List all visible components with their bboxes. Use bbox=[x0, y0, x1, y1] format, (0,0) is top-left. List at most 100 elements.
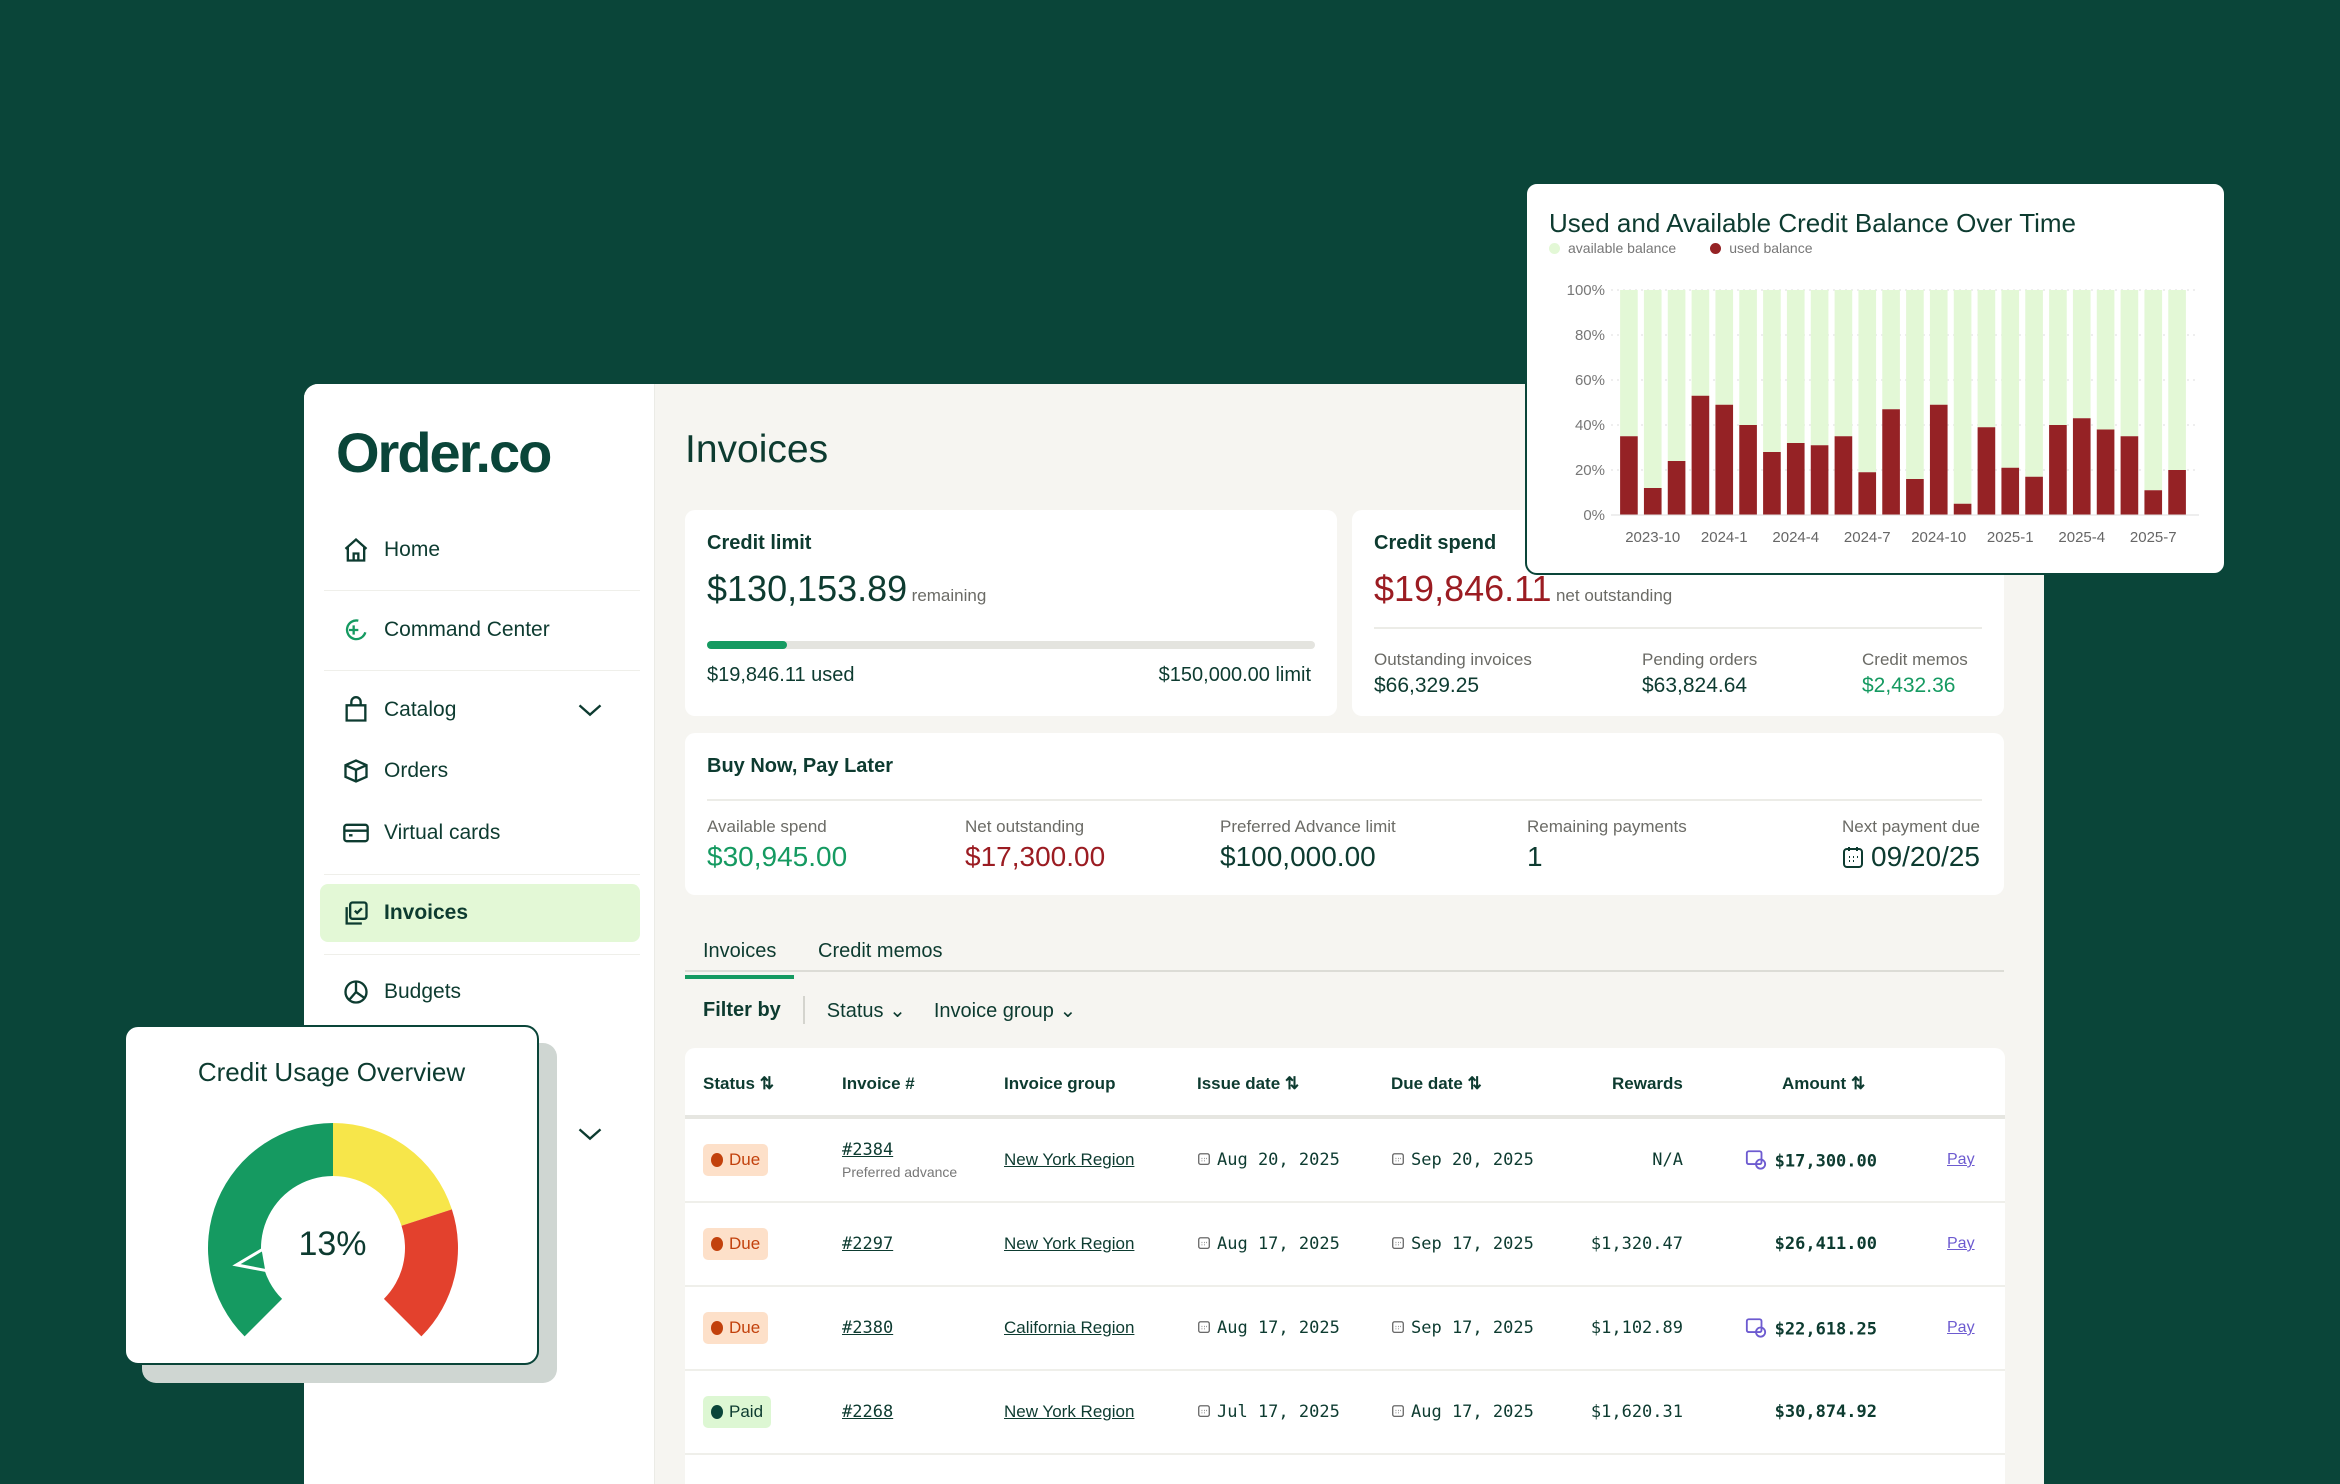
tab-invoices[interactable]: Invoices bbox=[685, 940, 795, 979]
credit-usage-bar bbox=[707, 641, 1315, 649]
pay-link[interactable]: Pay bbox=[1947, 1319, 1975, 1336]
invoice-group-link[interactable]: New York Region bbox=[1004, 1150, 1135, 1169]
credit-limit-card: Credit limit $130,153.89 remaining $19,8… bbox=[685, 510, 1337, 716]
bag-icon bbox=[345, 696, 367, 722]
sidebar-item-budgets[interactable]: Budgets bbox=[320, 963, 640, 1021]
bar-available-2024-11 bbox=[1953, 290, 1972, 504]
pay-link[interactable]: Pay bbox=[1947, 1235, 1975, 1252]
divider bbox=[802, 996, 805, 1024]
tab-credit-memos[interactable]: Credit memos bbox=[818, 940, 943, 962]
x-tick-label: 2025-1 bbox=[1987, 529, 2034, 546]
chevron-down-icon[interactable] bbox=[576, 1120, 604, 1148]
sidebar-item-invoices[interactable]: Invoices bbox=[320, 884, 640, 942]
sidebar-item-orders[interactable]: Orders bbox=[320, 742, 640, 800]
column-header-due-date[interactable]: Due date ⇅ bbox=[1391, 1074, 1482, 1093]
invoice-link[interactable]: #2380 bbox=[842, 1318, 894, 1338]
invoice-group-link[interactable]: New York Region bbox=[1004, 1234, 1135, 1253]
bar-used-2023-9 bbox=[1620, 436, 1638, 515]
bar-used-2024-3 bbox=[1763, 452, 1781, 515]
remaining-label: remaining bbox=[911, 586, 987, 605]
invoice-group-link[interactable]: California Region bbox=[1004, 1318, 1135, 1337]
bar-used-2025-3 bbox=[2049, 425, 2067, 515]
invoice-group-link[interactable]: New York Region bbox=[1004, 1402, 1135, 1421]
bar-used-2024-5 bbox=[1810, 445, 1829, 515]
sidebar-item-command-center[interactable]: Command Center bbox=[320, 601, 640, 659]
bar-used-2024-1 bbox=[1715, 404, 1734, 515]
bar-used-2024-10 bbox=[1929, 404, 1948, 515]
bar-available-2023-10 bbox=[1643, 290, 1662, 488]
sort-icon[interactable]: ⇅ bbox=[1850, 1074, 1866, 1093]
due-date: Sep 17, 2025 bbox=[1391, 1318, 1534, 1338]
invoice-link[interactable]: #2297 bbox=[842, 1234, 894, 1254]
invoice-link[interactable]: #2384 bbox=[842, 1140, 894, 1160]
sidebar-item-label: Command Center bbox=[384, 618, 550, 641]
table-row[interactable]: Due #2384 Preferred advance New York Regi… bbox=[685, 1119, 2005, 1203]
bnpl-limit: Preferred Advance limit $100,000.00 bbox=[1220, 817, 1396, 873]
stat-label: Credit memos bbox=[1862, 650, 1968, 669]
sidebar-item-catalog[interactable]: Catalog bbox=[320, 681, 640, 739]
amount: $26,411.00 bbox=[1774, 1234, 1877, 1254]
divider bbox=[1374, 627, 1982, 629]
divider bbox=[707, 799, 1982, 801]
chart-title: Used and Available Credit Balance Over T… bbox=[1549, 208, 2077, 238]
sidebar-item-virtual-cards[interactable]: Virtual cards bbox=[320, 804, 640, 862]
rewards: $1,102.89 bbox=[1590, 1318, 1683, 1338]
sparkle-icon bbox=[345, 619, 367, 641]
chevron-down-icon: ⌄ bbox=[1059, 999, 1077, 1022]
bar-used-2023-12 bbox=[1691, 395, 1710, 515]
header-divider bbox=[685, 1115, 2005, 1119]
preferred-advance-icon bbox=[1745, 1318, 1766, 1338]
status-filter-dropdown[interactable]: Status ⌄ bbox=[827, 998, 906, 1023]
bar-available-2024-10 bbox=[1929, 290, 1948, 405]
x-tick-label: 2024-10 bbox=[1911, 529, 1966, 546]
bar-used-2023-11 bbox=[1667, 461, 1686, 515]
card-title: Credit spend bbox=[1374, 532, 1497, 554]
bar-available-2024-7 bbox=[1858, 290, 1877, 473]
dropdown-label: Status bbox=[826, 999, 884, 1022]
invoice-link[interactable]: #2268 bbox=[842, 1402, 894, 1422]
bar-used-2024-9 bbox=[1906, 479, 1924, 515]
legend-label: available balance bbox=[1568, 240, 1677, 256]
filter-label: Filter by bbox=[703, 998, 781, 1021]
column-header-amount[interactable]: Amount ⇅ bbox=[1782, 1074, 1866, 1093]
table-row[interactable]: Paid #2268 New York Region Jul 17, 2025 … bbox=[685, 1371, 2005, 1455]
invoice-subtitle: Preferred advance bbox=[842, 1164, 958, 1180]
column-header-rewards: Rewards bbox=[1612, 1074, 1683, 1093]
calendar-icon bbox=[1392, 1321, 1404, 1333]
sort-icon[interactable]: ⇅ bbox=[1467, 1074, 1482, 1093]
column-header-issue-date[interactable]: Issue date ⇅ bbox=[1197, 1074, 1300, 1093]
status-badge: Due bbox=[703, 1312, 769, 1344]
bar-used-2024-11 bbox=[1953, 503, 1972, 515]
sidebar-item-home[interactable]: Home bbox=[320, 521, 640, 579]
table-row[interactable]: Due #2380 California Region Aug 17, 2025… bbox=[685, 1287, 2005, 1371]
stat-pending: Pending orders $63,824.64 bbox=[1642, 650, 1757, 698]
chart-legend: available balance used balance bbox=[1549, 240, 1813, 256]
sort-icon[interactable]: ⇅ bbox=[1284, 1074, 1300, 1093]
stat-label: Pending orders bbox=[1642, 650, 1758, 669]
sort-icon[interactable]: ⇅ bbox=[759, 1074, 774, 1093]
stat-value: $2,432.36 bbox=[1862, 674, 1956, 697]
bar-used-2025-2 bbox=[2025, 476, 2043, 515]
bar-available-2024-6 bbox=[1834, 290, 1853, 437]
chevron-down-icon[interactable] bbox=[576, 696, 604, 724]
column-header-status[interactable]: Status ⇅ bbox=[703, 1074, 774, 1093]
gauge-value: 13% bbox=[298, 1225, 367, 1263]
sidebar-item-collapsed[interactable] bbox=[320, 1105, 640, 1163]
issue-date: Aug 17, 2025 bbox=[1197, 1234, 1340, 1254]
bar-available-2023-12 bbox=[1691, 290, 1710, 396]
main-content: Invoices Credit limit $130,153.89 remain… bbox=[655, 384, 2044, 1484]
stat-label: Outstanding invoices bbox=[1374, 650, 1532, 669]
calendar-icon bbox=[1392, 1153, 1404, 1165]
table-row[interactable]: Due #2297 New York Region Aug 17, 2025 S… bbox=[685, 1203, 2005, 1287]
bar-available-2025-7 bbox=[2144, 290, 2163, 491]
invoice-group-filter-dropdown[interactable]: Invoice group ⌄ bbox=[934, 998, 1076, 1023]
bar-used-2025-5 bbox=[2096, 429, 2115, 515]
due-date: Sep 17, 2025 bbox=[1391, 1234, 1534, 1254]
bar-available-2025-5 bbox=[2096, 290, 2115, 430]
x-tick-label: 2024-7 bbox=[1844, 529, 1891, 546]
bar-used-2024-6 bbox=[1834, 436, 1853, 515]
pay-link[interactable]: Pay bbox=[1947, 1151, 1975, 1168]
sidebar-item-label: Invoices bbox=[384, 901, 469, 924]
bar-available-2025-6 bbox=[2120, 290, 2139, 437]
stat-outstanding: Outstanding invoices $66,329.25 bbox=[1374, 650, 1532, 698]
